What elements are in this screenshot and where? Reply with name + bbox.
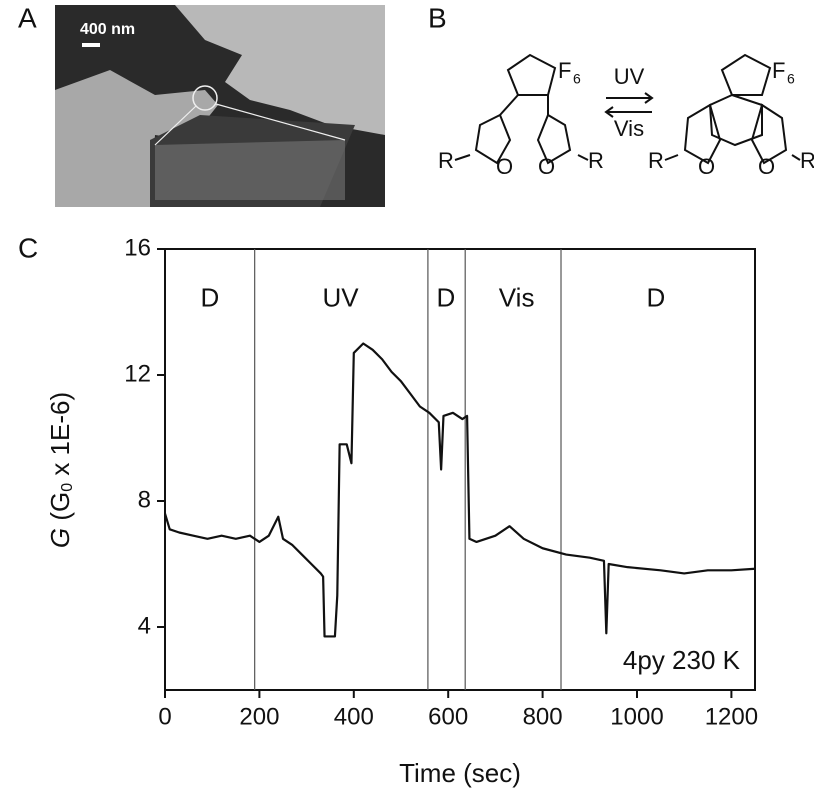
atom-label: O <box>758 154 775 179</box>
atom-label: R <box>648 148 664 173</box>
x-tick-label: 1000 <box>610 703 663 730</box>
region-label: UV <box>323 282 360 312</box>
chart: Time (sec) G (G0 x 1E-6) 4py 230 K <box>45 248 756 788</box>
atom-label: O <box>698 154 715 179</box>
scale-bar-label: 400 nm <box>80 21 135 38</box>
atom-label: O <box>538 154 555 179</box>
x-tick-label: 800 <box>523 703 563 730</box>
region-label: D <box>436 282 455 312</box>
y-tick-label: 4 <box>138 612 151 639</box>
panel-label: A <box>18 2 37 33</box>
atom-label: F <box>772 58 785 83</box>
annotation: 4py 230 K <box>623 645 741 675</box>
atom-count: 6 <box>787 71 795 87</box>
atom-label: O <box>496 154 513 179</box>
y-tick-label: 8 <box>138 486 151 513</box>
panel-label: C <box>18 232 38 263</box>
x-tick-label: 1200 <box>705 703 758 730</box>
y-title-part: (G <box>45 492 75 528</box>
scheme <box>454 53 801 165</box>
atom-label: R <box>438 148 454 173</box>
micrograph: 400 nm <box>55 5 385 207</box>
y-axis-title: G (G0 x 1E-6) <box>45 392 76 548</box>
region-label: D <box>646 282 665 312</box>
y-title-part: x 1E-6) <box>45 392 75 483</box>
y-title-part: 0 <box>59 483 76 492</box>
data-line <box>163 342 756 638</box>
arrow-label: Vis <box>614 116 644 141</box>
y-tick-label: 12 <box>124 360 151 387</box>
x-tick-label: 600 <box>428 703 468 730</box>
atom-label: F <box>558 58 571 83</box>
y-tick-label: 16 <box>124 234 151 261</box>
atom-count: 6 <box>573 71 581 87</box>
arrow-label: UV <box>614 64 645 89</box>
region-label: Vis <box>499 282 535 312</box>
atom-label: R <box>588 148 604 173</box>
y-title-part: G <box>45 528 75 548</box>
x-tick-label: 200 <box>239 703 279 730</box>
atom-label: R <box>800 148 814 173</box>
x-tick-label: 0 <box>158 703 171 730</box>
x-axis-title: Time (sec) <box>399 758 521 788</box>
region-label: D <box>200 282 219 312</box>
panel-label: B <box>428 2 447 33</box>
x-tick-label: 400 <box>334 703 374 730</box>
